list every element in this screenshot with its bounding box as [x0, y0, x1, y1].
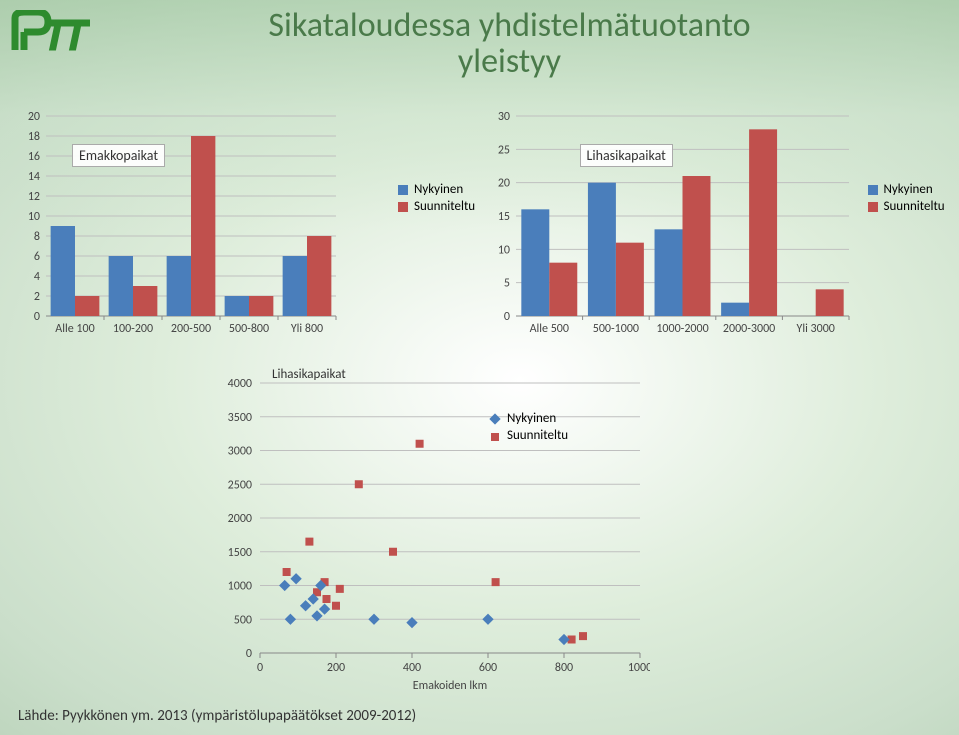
svg-text:200-500: 200-500 — [171, 322, 211, 336]
svg-text:2000-3000: 2000-3000 — [722, 322, 774, 336]
svg-text:25: 25 — [497, 143, 509, 157]
chart-scatter: Lihasikapaikat 0500100015002000250030003… — [200, 365, 760, 704]
svg-text:2: 2 — [34, 290, 40, 304]
chart2-badge: Lihasikapaikat — [580, 144, 673, 167]
svg-text:Yli 800: Yli 800 — [291, 322, 323, 336]
svg-text:14: 14 — [28, 170, 40, 184]
svg-text:200: 200 — [327, 661, 345, 675]
svg-text:800: 800 — [555, 661, 573, 675]
svg-text:2500: 2500 — [228, 478, 252, 492]
chart3-legend: Nykyinen Suunniteltu — [488, 409, 568, 445]
chart2-legend: Nykyinen Suunniteltu — [868, 180, 945, 216]
svg-text:400: 400 — [403, 661, 421, 675]
svg-text:4: 4 — [34, 270, 40, 284]
svg-text:1000: 1000 — [228, 580, 252, 594]
chart-lihasikapaikat: Lihasikapaikat 0 5 10 15 20 25 30 Alle 500 500-1… — [480, 110, 950, 351]
chart3-title: Lihasikapaikat — [272, 367, 346, 382]
svg-text:1500: 1500 — [228, 546, 252, 560]
legend-item-nykyinen: Nykyinen — [398, 182, 475, 197]
ptt-logo — [10, 10, 90, 55]
svg-text:2000: 2000 — [228, 512, 252, 526]
legend-item-nykyinen: Nykyinen — [488, 411, 568, 426]
svg-text:100-200: 100-200 — [113, 322, 153, 336]
svg-text:4000: 4000 — [228, 377, 252, 391]
svg-text:10: 10 — [28, 210, 40, 224]
svg-text:500: 500 — [234, 613, 252, 627]
chart-emakkopaikat: Emakkopaikat 0 2 4 6 8 10 12 14 16 18 20 Alle 100 10… — [10, 110, 480, 351]
svg-text:0: 0 — [34, 310, 40, 324]
svg-text:Yli 3000: Yli 3000 — [796, 322, 834, 336]
chart1-svg: 0 2 4 6 8 10 12 14 16 18 20 Alle 100 100-200 200-500 5… — [10, 110, 342, 346]
svg-text:Alle 500: Alle 500 — [529, 322, 568, 336]
svg-text:5: 5 — [503, 277, 509, 291]
svg-text:20: 20 — [28, 110, 40, 124]
svg-text:Emakoiden lkm: Emakoiden lkm — [413, 679, 487, 693]
svg-text:20: 20 — [497, 177, 509, 191]
chart1-badge: Emakkopaikat — [72, 144, 165, 167]
svg-text:30: 30 — [497, 110, 509, 124]
chart1-legend: Nykyinen Suunniteltu — [398, 180, 475, 216]
legend-item-suunniteltu: Suunniteltu — [398, 199, 475, 214]
svg-text:3000: 3000 — [228, 445, 252, 459]
legend-item-suunniteltu: Suunniteltu — [868, 199, 945, 214]
svg-text:500-800: 500-800 — [229, 322, 269, 336]
svg-text:12: 12 — [28, 190, 40, 204]
title-line2: yleistyy — [80, 44, 939, 80]
svg-text:18: 18 — [28, 130, 40, 144]
svg-text:6: 6 — [34, 250, 40, 264]
footer-source: Lähde: Pyykkönen ym. 2013 (ympäristölupa… — [18, 707, 416, 725]
svg-text:15: 15 — [497, 210, 509, 224]
svg-text:1000: 1000 — [628, 661, 650, 675]
svg-text:500-1000: 500-1000 — [592, 322, 638, 336]
title-line1: Sikataloudessa yhdistelmätuotanto — [80, 8, 939, 44]
svg-text:0: 0 — [246, 647, 252, 661]
chart3-svg: 0 500 1000 1500 2000 2500 3000 3500 4000 0 200 400 6… — [200, 365, 650, 699]
svg-text:3500: 3500 — [228, 411, 252, 425]
svg-text:1000-2000: 1000-2000 — [656, 322, 708, 336]
svg-text:8: 8 — [34, 230, 40, 244]
svg-text:10: 10 — [497, 243, 509, 257]
svg-text:600: 600 — [479, 661, 497, 675]
svg-text:0: 0 — [503, 310, 509, 324]
legend-item-nykyinen: Nykyinen — [868, 182, 945, 197]
legend-item-suunniteltu: Suunniteltu — [488, 428, 568, 443]
svg-text:16: 16 — [28, 150, 40, 164]
svg-text:0: 0 — [257, 661, 263, 675]
page-title: Sikataloudessa yhdistelmätuotanto yleist… — [80, 8, 939, 79]
svg-text:Alle 100: Alle 100 — [55, 322, 94, 336]
